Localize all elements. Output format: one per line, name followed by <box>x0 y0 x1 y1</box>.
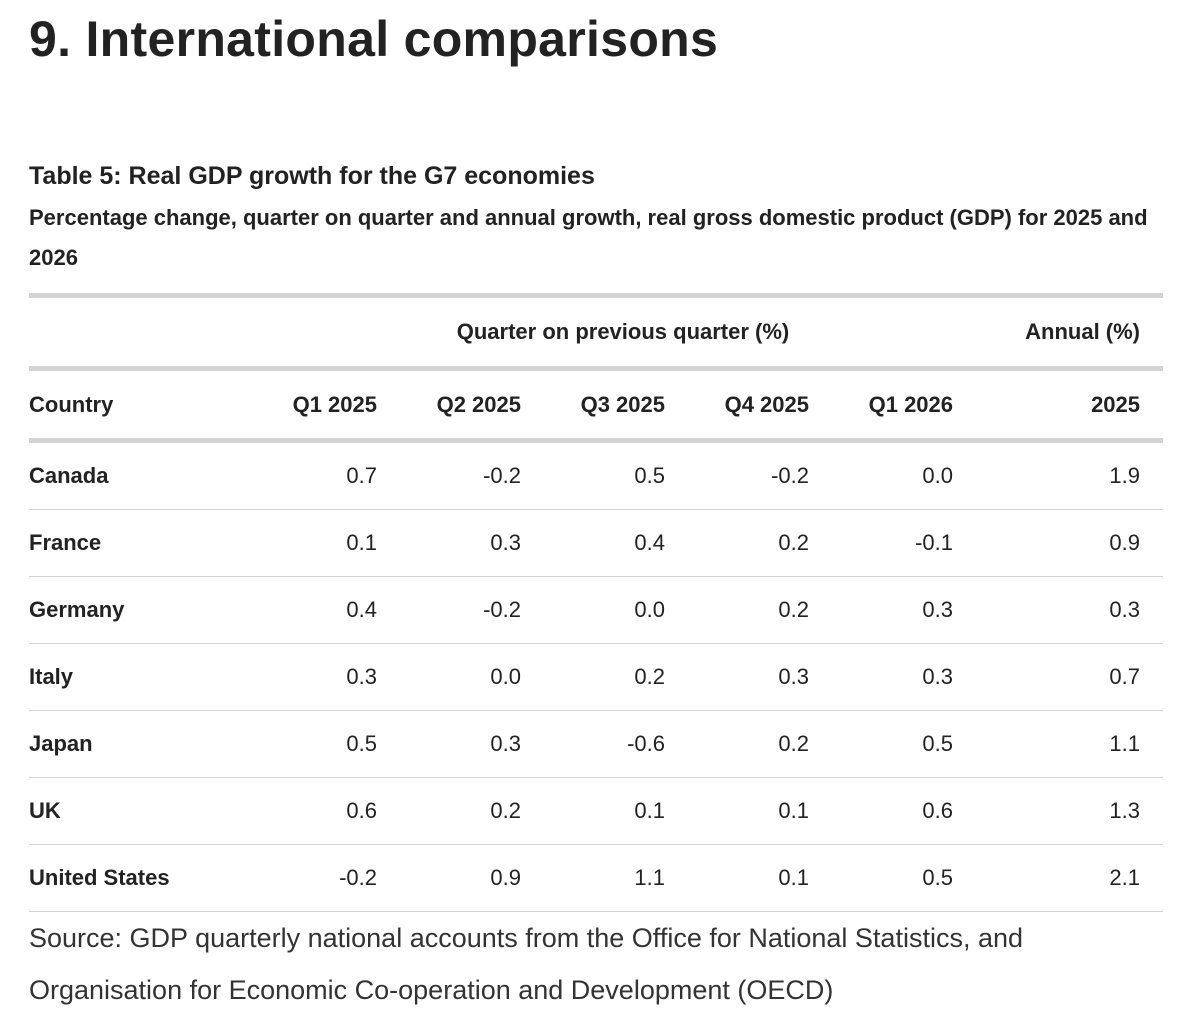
value-cell: -0.2 <box>377 440 521 510</box>
value-cell: 1.9 <box>953 440 1164 510</box>
value-cell: 0.5 <box>521 440 665 510</box>
value-cell: 0.2 <box>665 576 809 644</box>
group-header: Annual (%) <box>953 293 1164 369</box>
value-cell: 0.2 <box>665 710 809 778</box>
value-cell: 0.3 <box>953 576 1164 644</box>
table-row: Italy 0.3 0.0 0.2 0.3 0.3 0.7 <box>29 643 1164 711</box>
group-header-row: Quarter on previous quarter (%) Annual (… <box>29 293 1164 369</box>
value-cell: 0.3 <box>377 509 521 577</box>
table-row: Germany 0.4 -0.2 0.0 0.2 0.3 0.3 <box>29 576 1164 644</box>
country-cell: United States <box>29 844 233 912</box>
value-cell: 0.4 <box>521 509 665 577</box>
value-cell: 0.3 <box>377 710 521 778</box>
value-cell: -0.6 <box>521 710 665 778</box>
table-subtitle: Percentage change, quarter on quarter an… <box>29 205 1148 270</box>
value-cell: 1.1 <box>521 844 665 912</box>
value-cell: 0.3 <box>233 643 377 711</box>
table-title: Table 5: Real GDP growth for the G7 econ… <box>29 162 595 190</box>
country-cell: Italy <box>29 643 233 711</box>
column-header: Q1 2026 <box>809 366 954 443</box>
table-row: Japan 0.5 0.3 -0.6 0.2 0.5 1.1 <box>29 710 1164 778</box>
value-cell: 0.4 <box>233 576 377 644</box>
value-cell: 0.9 <box>953 509 1164 577</box>
table-row: UK 0.6 0.2 0.1 0.1 0.6 1.3 <box>29 777 1164 845</box>
value-cell: 0.3 <box>665 643 809 711</box>
gdp-table: Quarter on previous quarter (%) Annual (… <box>29 293 1164 912</box>
value-cell: 0.0 <box>377 643 521 711</box>
value-cell: 0.1 <box>665 777 809 845</box>
value-cell: 0.2 <box>521 643 665 711</box>
value-cell: 2.1 <box>953 844 1164 912</box>
column-header: Q2 2025 <box>377 366 521 443</box>
value-cell: 0.7 <box>233 440 377 510</box>
value-cell: 0.0 <box>521 576 665 644</box>
value-cell: 0.0 <box>809 440 954 510</box>
column-header: Q3 2025 <box>521 366 665 443</box>
value-cell: 1.3 <box>953 777 1164 845</box>
value-cell: -0.1 <box>809 509 954 577</box>
value-cell: 0.5 <box>233 710 377 778</box>
source-note: Source: GDP quarterly national accounts … <box>29 923 1023 1005</box>
value-cell: 0.1 <box>233 509 377 577</box>
table-row: United States -0.2 0.9 1.1 0.1 0.5 2.1 <box>29 844 1164 912</box>
country-cell: Canada <box>29 440 233 510</box>
table-row: France 0.1 0.3 0.4 0.2 -0.1 0.9 <box>29 509 1164 577</box>
value-cell: 0.6 <box>809 777 954 845</box>
column-header: Country <box>29 366 233 443</box>
country-cell: Japan <box>29 710 233 778</box>
value-cell: 0.5 <box>809 844 954 912</box>
spacer <box>29 293 233 369</box>
value-cell: 0.6 <box>233 777 377 845</box>
value-cell: -0.2 <box>233 844 377 912</box>
column-header: Q1 2025 <box>233 366 377 443</box>
header-row: Country Q1 2025 Q2 2025 Q3 2025 Q4 2025 Q1 20… <box>29 366 1164 443</box>
value-cell: -0.2 <box>665 440 809 510</box>
value-cell: 0.3 <box>809 643 954 711</box>
value-cell: 0.7 <box>953 643 1164 711</box>
value-cell: 0.1 <box>521 777 665 845</box>
column-header: Q4 2025 <box>665 366 809 443</box>
value-cell: 0.3 <box>809 576 954 644</box>
country-cell: UK <box>29 777 233 845</box>
country-cell: Germany <box>29 576 233 644</box>
value-cell: -0.2 <box>377 576 521 644</box>
group-header: Quarter on previous quarter (%) <box>233 293 954 369</box>
value-cell: 1.1 <box>953 710 1164 778</box>
table-row: Canada 0.7 -0.2 0.5 -0.2 0.0 1.9 <box>29 440 1164 510</box>
value-cell: 0.5 <box>809 710 954 778</box>
column-header: 2025 <box>953 366 1164 443</box>
value-cell: 0.2 <box>377 777 521 845</box>
value-cell: 0.2 <box>665 509 809 577</box>
value-cell: 0.9 <box>377 844 521 912</box>
heading: 9. International comparisons <box>29 11 719 67</box>
value-cell: 0.1 <box>665 844 809 912</box>
country-cell: France <box>29 509 233 577</box>
table-body: Canada 0.7 -0.2 0.5 -0.2 0.0 1.9 France 0.1 0.3 0.… <box>29 440 1164 912</box>
